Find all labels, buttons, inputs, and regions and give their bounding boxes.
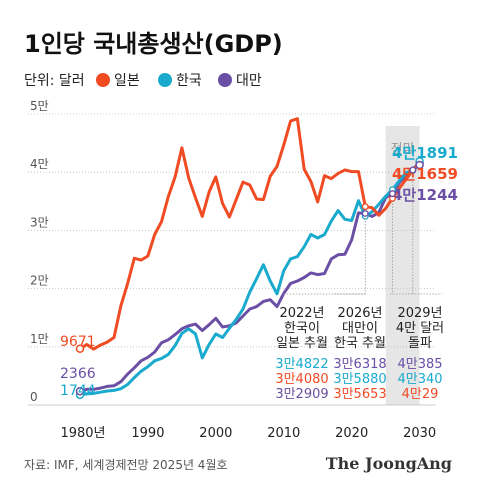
annotation-value: 4만385	[397, 357, 442, 372]
series-line-0	[78, 117, 422, 351]
x-tick-label: 2010	[267, 426, 300, 441]
annotation-value: 3만2909	[275, 387, 328, 402]
legend-unit-label: 단위: 달러	[24, 73, 85, 89]
annotation-heading: 한국이	[284, 321, 320, 336]
series-start-marker	[75, 386, 85, 396]
annotation-value: 3만5880	[333, 372, 386, 387]
annotation-heading: 2029년	[397, 306, 442, 321]
annotation-heading: 한국 추월	[334, 336, 386, 351]
taiwan-end-label: 4만1244	[392, 186, 458, 204]
annotation-heading: 2026년	[337, 306, 382, 321]
legend-taiwan-swatch	[218, 73, 232, 87]
plot-area: 전망 0 1만 2만 3만 4만 5만 1980년 1990 2000 2010 2020 2030 96…	[28, 99, 458, 441]
y-tick-label: 3만	[30, 215, 49, 229]
series-end-marker	[415, 160, 424, 170]
y-tick-label: 1만	[30, 332, 49, 346]
y-tick-label: 5만	[30, 99, 49, 113]
japan-end-label: 4만1659	[392, 165, 458, 183]
y-tick-label: 2만	[30, 274, 49, 288]
annotation-heading: 대만이	[342, 321, 378, 336]
y-tick-label: 4만	[30, 157, 49, 171]
annotation-leader-2029	[390, 178, 442, 295]
annotation-heading: 일본 추월	[276, 336, 328, 351]
annotation-value: 3만4080	[275, 372, 328, 387]
annotation-marker	[361, 203, 369, 211]
korea-start-label: 1744	[60, 383, 96, 399]
taiwan-start-label: 2366	[60, 366, 96, 382]
forecast-label: 전망	[391, 142, 415, 157]
annotation-marker	[409, 166, 417, 174]
legend-korea-swatch	[158, 73, 172, 87]
x-tick-label: 1980년	[60, 426, 105, 441]
chart-title: 1인당 국내총생산(GDP)	[24, 30, 283, 58]
legend-korea-label: 한국	[176, 73, 202, 89]
annotation-marker	[389, 190, 396, 198]
annotation-value: 4만29	[402, 387, 439, 402]
x-tick-label: 1990	[131, 426, 164, 441]
legend-japan-label: 일본	[114, 73, 140, 89]
source-note: 자료: IMF, 세계경제전망 2025년 4월호	[24, 458, 228, 472]
x-tick-label: 2030	[403, 426, 436, 441]
series-start-marker	[75, 344, 85, 353]
japan-start-label: 9671	[60, 334, 96, 350]
annotation-value: 3만6318	[333, 357, 386, 372]
y-tick-label: 0	[30, 390, 38, 404]
legend-taiwan-label: 대만	[236, 73, 262, 89]
x-tick-label: 2000	[199, 426, 232, 441]
x-tick-label: 2020	[335, 426, 368, 441]
annotation-value: 4만340	[397, 372, 442, 387]
annotation-value: 3만5653	[333, 387, 386, 402]
annotation-value: 3만4822	[275, 357, 328, 372]
korea-end-label: 4만1891	[392, 144, 458, 162]
brand-logo: The JoongAng	[326, 454, 452, 473]
annotation-heading: 2022년	[279, 306, 324, 321]
annotation-heading: 4만 달러	[396, 321, 444, 336]
annotation-heading: 돌파	[408, 336, 432, 351]
legend-japan-swatch	[96, 73, 110, 87]
